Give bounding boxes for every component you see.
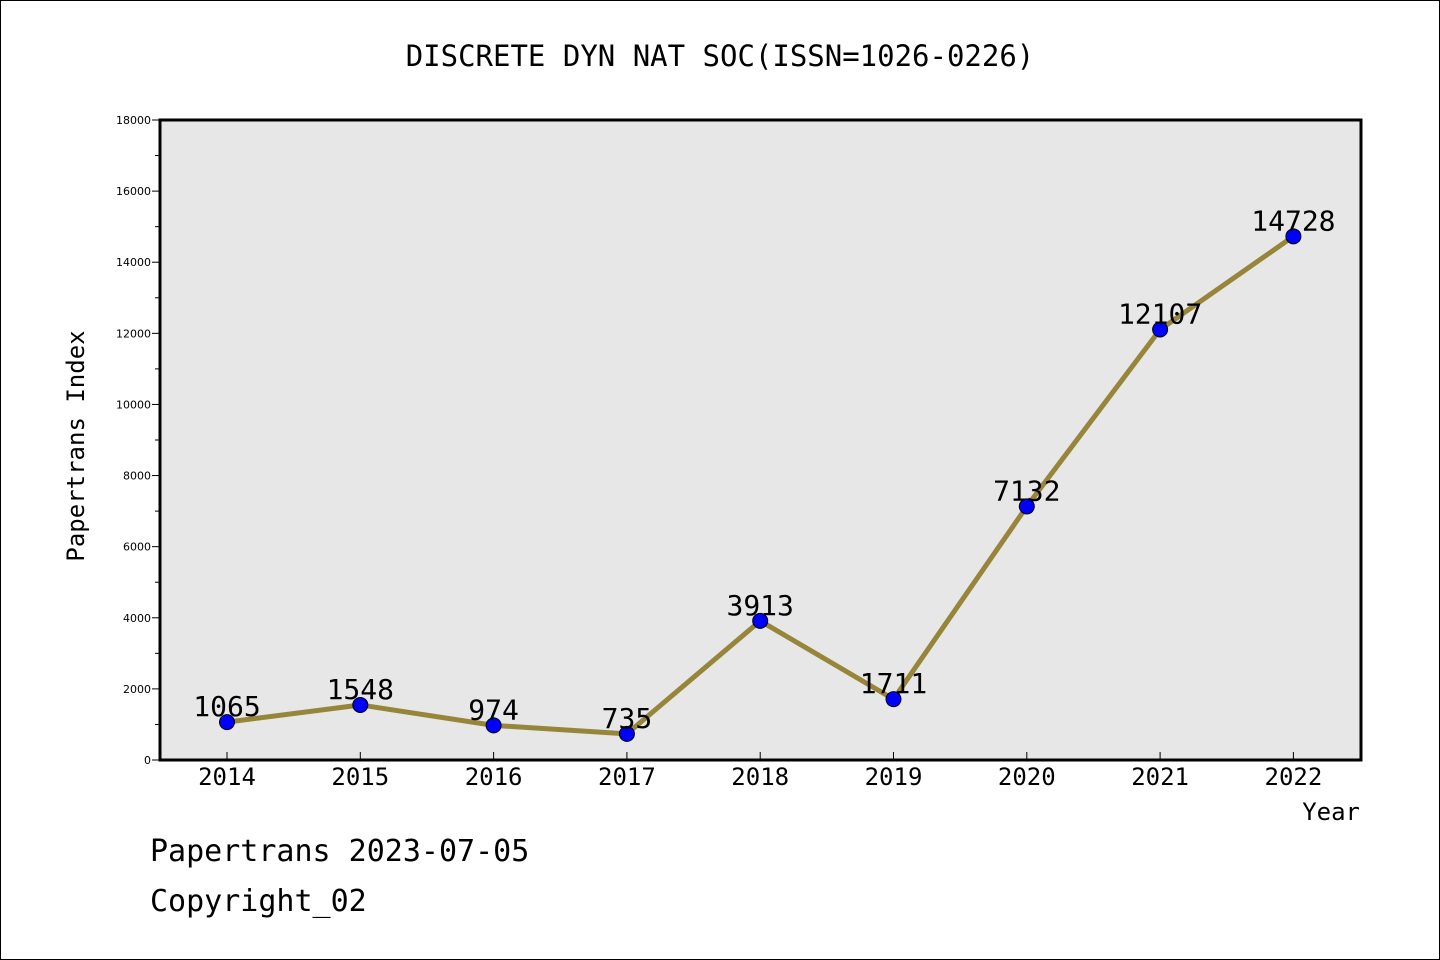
y-tick-label: 6000 xyxy=(123,541,151,554)
data-point-marker xyxy=(1018,498,1035,515)
x-tick-label: 2017 xyxy=(598,763,656,791)
data-label: 1065 xyxy=(193,690,260,723)
y-tick-label: 0 xyxy=(144,754,151,767)
data-point-marker xyxy=(618,725,635,742)
data-labels-group: 1065 1548 974 735 3913 1711 7132 12107 14728 xyxy=(193,204,1335,735)
data-label: 12107 xyxy=(1118,298,1202,331)
footer-date: Papertrans 2023-07-05 xyxy=(150,834,530,869)
chart-title: DISCRETE DYN NAT SOC(ISSN=1026-0226) xyxy=(406,39,1035,73)
data-point-marker xyxy=(1285,228,1302,245)
data-point-marker xyxy=(485,717,502,734)
x-tick-label: 2016 xyxy=(465,763,523,791)
data-point-marker xyxy=(352,696,369,713)
x-axis: 2014 2015 2016 2017 2018 2019 2020 2021 2022 xyxy=(198,752,1322,791)
y-tick-label: 18000 xyxy=(116,114,151,127)
y-tick-label: 10000 xyxy=(116,398,151,411)
data-label: 1711 xyxy=(860,667,927,700)
x-tick-label: 2022 xyxy=(1265,763,1323,791)
x-axis-label: Year xyxy=(1302,798,1360,826)
data-point-marker xyxy=(1152,321,1169,338)
data-label: 7132 xyxy=(993,474,1060,507)
data-label: 1548 xyxy=(327,673,394,706)
data-point-marker xyxy=(885,691,902,708)
data-label: 974 xyxy=(468,693,519,726)
plot-area xyxy=(158,118,1363,762)
y-tick-label: 16000 xyxy=(116,185,151,198)
data-label: 14728 xyxy=(1251,204,1335,237)
footer-copyright: Copyright_02 xyxy=(150,884,367,919)
y-tick-label: 8000 xyxy=(123,470,151,483)
y-tick-label: 14000 xyxy=(116,256,151,269)
y-tick-label: 2000 xyxy=(123,683,151,696)
x-tick-label: 2021 xyxy=(1131,763,1189,791)
data-label: 735 xyxy=(602,702,653,735)
y-axis: 0 2000 4000 6000 8000 10000 12000 14000 16000 180… xyxy=(116,114,160,767)
y-tick-label: 4000 xyxy=(123,612,151,625)
y-axis-label: Papertrans Index xyxy=(62,330,90,561)
x-tick-label: 2019 xyxy=(865,763,923,791)
data-point-marker xyxy=(219,714,235,731)
y-tick-label: 12000 xyxy=(116,327,151,340)
data-point-marker xyxy=(752,612,769,629)
x-tick-label: 2015 xyxy=(331,763,389,791)
series-line-group xyxy=(219,228,1302,742)
x-tick-label: 2014 xyxy=(198,763,256,791)
x-tick-label: 2018 xyxy=(731,763,789,791)
data-label: 3913 xyxy=(726,589,793,622)
x-tick-label: 2020 xyxy=(998,763,1056,791)
